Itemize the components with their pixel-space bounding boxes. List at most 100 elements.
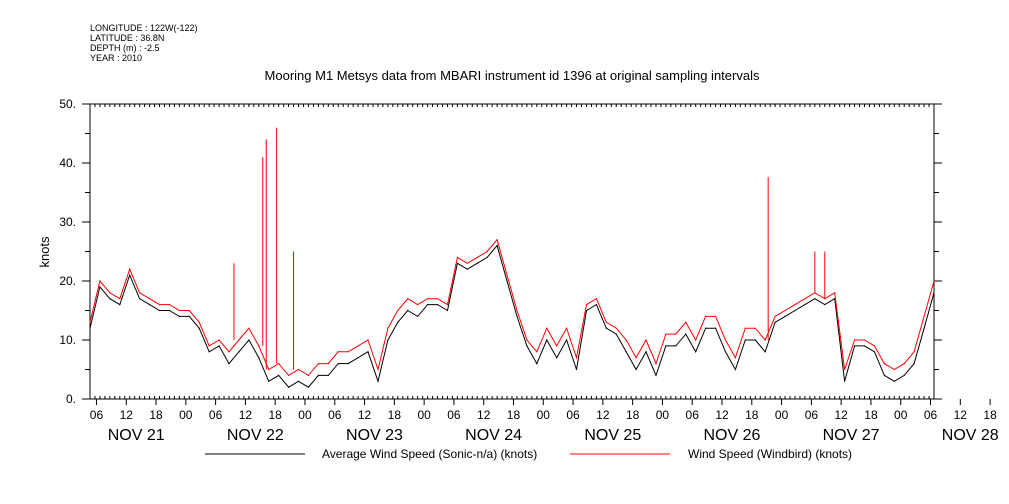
x-tick-label: 18	[149, 408, 163, 422]
point-windbird	[754, 327, 756, 329]
point-average-wind	[635, 368, 637, 371]
point-average-wind	[853, 345, 856, 347]
x-tick-label: 00	[179, 408, 193, 422]
point-average-wind	[844, 380, 846, 382]
x-date-label: NOV 21	[108, 427, 165, 444]
point-average-wind	[625, 351, 627, 353]
point-windbird	[357, 345, 359, 347]
x-tick-label: 00	[656, 408, 670, 422]
point-windbird	[913, 351, 915, 353]
point-windbird	[575, 357, 578, 359]
point-windbird	[774, 315, 776, 317]
point-windbird	[99, 280, 101, 282]
x-date-label: NOV 26	[703, 427, 760, 444]
point-average-wind	[317, 374, 319, 376]
legend-label-average: Average Wind Speed (Sonic-n/a) (knots)	[322, 447, 537, 461]
point-windbird	[585, 304, 588, 306]
point-windbird	[794, 304, 796, 306]
point-windbird	[109, 292, 111, 294]
x-date-label: NOV 24	[465, 427, 522, 444]
point-average-wind	[417, 315, 419, 317]
point-average-wind	[427, 304, 429, 306]
point-windbird	[605, 321, 607, 323]
point-average-wind	[923, 327, 925, 329]
point-average-wind	[863, 345, 866, 347]
point-windbird	[367, 339, 369, 341]
point-windbird	[218, 339, 220, 341]
point-windbird	[546, 327, 548, 329]
point-average-wind	[913, 363, 915, 365]
x-tick-label: 00	[894, 408, 908, 422]
point-average-wind	[168, 309, 171, 312]
point-average-wind	[804, 304, 806, 306]
point-average-wind	[873, 351, 876, 353]
point-windbird	[446, 304, 449, 306]
x-tick-label: 12	[954, 408, 968, 422]
point-windbird	[566, 327, 568, 329]
point-windbird	[526, 339, 528, 341]
point-windbird	[347, 351, 349, 353]
point-windbird	[873, 345, 876, 347]
point-average-wind	[407, 309, 409, 312]
point-average-wind	[883, 374, 885, 376]
chart-title: Mooring M1 Metsys data from MBARI instru…	[265, 68, 760, 83]
point-windbird	[496, 239, 498, 241]
point-average-wind	[337, 363, 339, 365]
plot-frame	[89, 103, 935, 400]
point-average-wind	[367, 351, 369, 353]
point-windbird	[645, 339, 647, 341]
point-average-wind	[377, 380, 379, 382]
point-windbird	[486, 250, 488, 253]
point-windbird	[208, 345, 210, 347]
point-average-wind	[178, 315, 180, 317]
x-axis-ticks: 06 12 18 00 06 12 18 00 06 12 18 00 06 12 18 00 06 12 18 00…	[89, 104, 999, 444]
point-average-wind	[705, 327, 707, 329]
point-average-wind	[387, 339, 389, 341]
point-windbird	[853, 339, 856, 341]
point-windbird	[705, 315, 707, 317]
y-tick-label: 10.	[59, 333, 76, 347]
point-average-wind	[774, 321, 776, 323]
point-windbird	[734, 357, 737, 359]
point-average-wind	[248, 339, 250, 341]
point-average-wind	[645, 351, 647, 353]
y-tick-label: 30.	[59, 215, 76, 229]
point-average-wind	[436, 304, 439, 306]
latitude-label: LATITUDE : 36.8N	[90, 33, 164, 43]
x-tick-label: 12	[239, 408, 253, 422]
x-tick-label: 06	[447, 408, 461, 422]
point-windbird	[506, 274, 508, 276]
x-tick-label: 06	[686, 408, 700, 422]
point-windbird	[595, 298, 598, 300]
point-average-wind	[119, 304, 121, 306]
point-windbird	[933, 280, 935, 282]
point-average-wind	[208, 351, 210, 353]
point-windbird	[158, 304, 161, 306]
point-windbird	[317, 363, 319, 365]
y-tick-label: 0.	[66, 392, 76, 406]
point-average-wind	[109, 298, 111, 300]
point-windbird	[178, 309, 180, 312]
point-windbird	[258, 345, 260, 347]
point-windbird	[417, 304, 419, 306]
x-tick-label: 00	[775, 408, 789, 422]
point-windbird	[287, 374, 290, 376]
x-tick-label: 12	[358, 408, 372, 422]
point-windbird	[168, 304, 171, 306]
point-windbird	[863, 339, 866, 341]
x-tick-label: 12	[715, 408, 729, 422]
y-tick-label: 50.	[59, 97, 76, 111]
point-average-wind	[506, 280, 508, 282]
point-average-wind	[655, 374, 657, 376]
x-tick-label: 18	[269, 408, 283, 422]
point-windbird	[387, 327, 389, 329]
point-windbird	[307, 374, 310, 376]
point-windbird	[556, 345, 558, 347]
point-windbird	[834, 292, 836, 294]
point-windbird	[476, 256, 478, 258]
series-line-windbird	[89, 238, 935, 377]
point-average-wind	[466, 268, 468, 270]
point-windbird	[278, 363, 280, 365]
point-windbird	[724, 339, 727, 341]
x-date-label: NOV 28	[942, 427, 999, 444]
